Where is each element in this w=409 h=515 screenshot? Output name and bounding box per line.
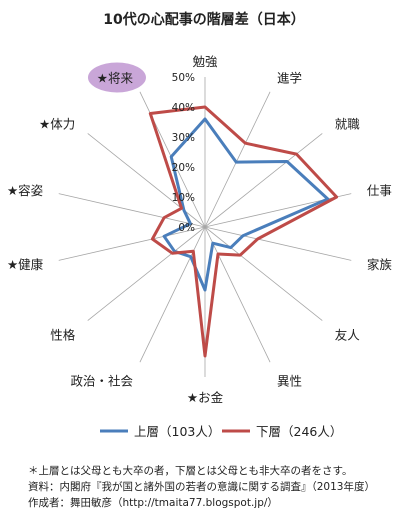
tick-label: 20% (172, 162, 195, 174)
category-label: 就職 (335, 117, 361, 132)
category-label: 政治・社会 (70, 374, 133, 389)
footnotes: ＊上層とは父母とも大卒の者，下層とは父母とも非大卒の者をさす。 資料：内閣府『我… (28, 463, 403, 511)
category-label: 仕事 (367, 183, 392, 198)
series-layer (148, 105, 339, 358)
spoke-line (204, 226, 352, 261)
spoke-line (204, 133, 323, 228)
category-label: 異性 (277, 374, 302, 389)
spoke-line (58, 226, 206, 261)
tick-label: 40% (172, 102, 195, 114)
note-definition: ＊上層とは父母とも大卒の者，下層とは父母とも非大卒の者をさす。 (28, 465, 353, 477)
spoke-line (139, 226, 206, 363)
spokes (58, 77, 352, 377)
note-source: 資料：内閣府『我が国と諸外国の若者の意識に関する調査』（2013年度） (28, 481, 375, 493)
spoke-line (87, 226, 206, 321)
tick-label: 0% (178, 222, 195, 234)
legend-label: 下層（246人） (256, 424, 342, 439)
category-label: ★体力 (39, 117, 75, 132)
category-label: ★お金 (187, 390, 224, 405)
tick-labels: 0% 10% 20% 30% 40% 50% (172, 72, 195, 234)
category-label: ★将来 (97, 70, 134, 85)
chart-title: 10代の心配事の階層差（日本） (103, 11, 304, 28)
spoke-line (204, 226, 323, 321)
category-label: 家族 (367, 257, 393, 272)
tick-label: 50% (172, 72, 195, 84)
series-line-upper (162, 117, 330, 292)
spoke-line (204, 226, 271, 363)
series-line-lower (148, 105, 339, 358)
category-label: 勉強 (192, 54, 218, 69)
spoke-line (58, 193, 206, 228)
highlight-ellipse (87, 62, 146, 93)
category-label: ★健康 (7, 257, 44, 272)
category-label: 性格 (50, 327, 76, 342)
category-label: ★容姿 (7, 183, 43, 198)
spoke-line (204, 91, 271, 228)
tick-label: 10% (172, 192, 195, 204)
spoke-line (87, 133, 206, 228)
category-label: 友人 (335, 327, 361, 342)
legend: 上層（103人） 下層（246人） (100, 424, 342, 439)
note-author: 作成者：舞田敏彦（http://tmaita77.blogspot.jp/） (28, 497, 278, 509)
category-label: 進学 (277, 70, 302, 85)
legend-label: 上層（103人） (134, 424, 220, 439)
tick-label: 30% (172, 132, 195, 144)
